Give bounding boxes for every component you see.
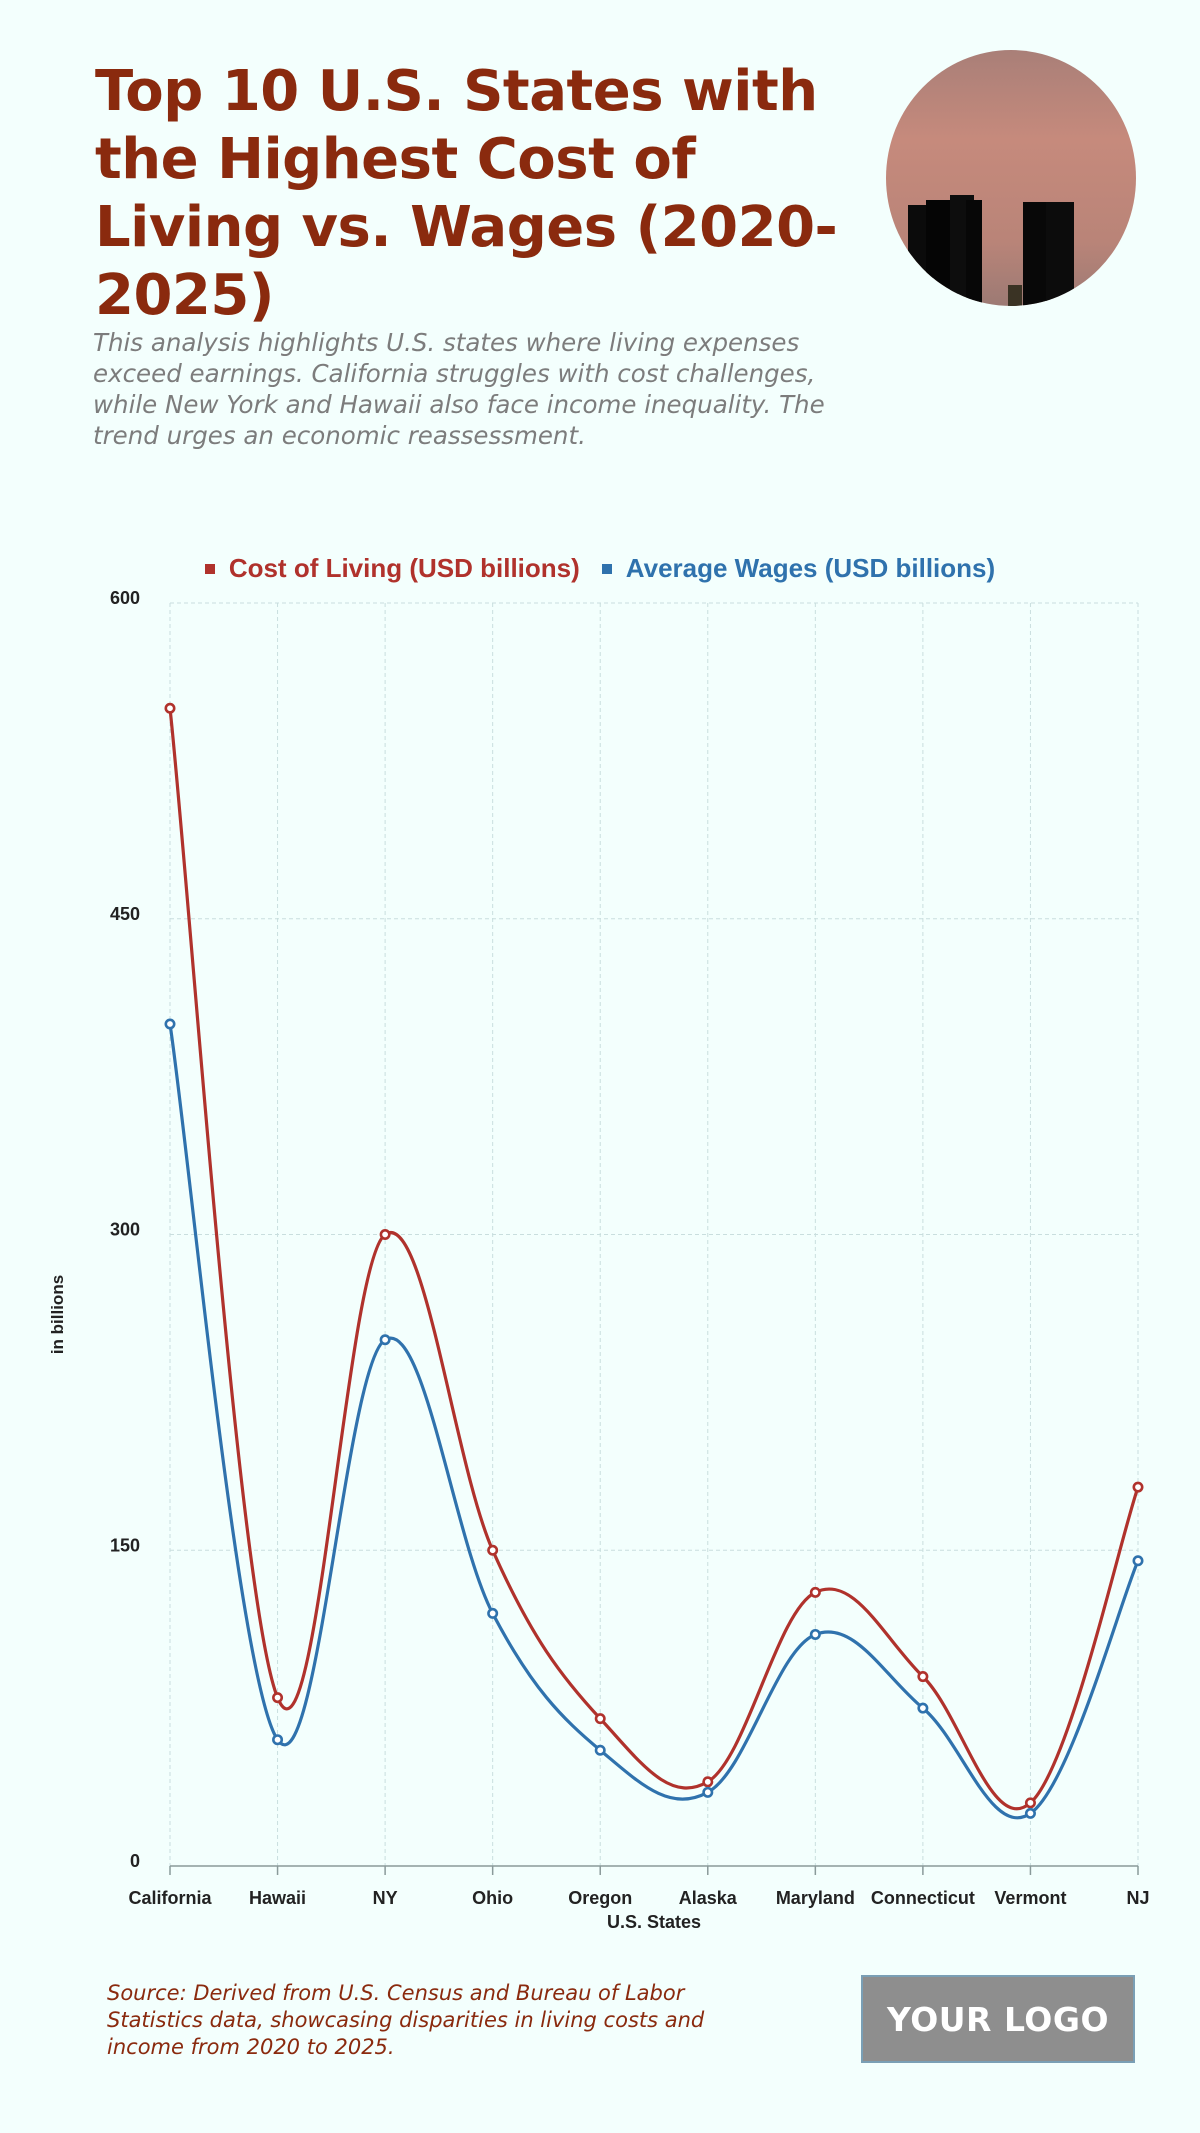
x-axis-title: U.S. States bbox=[607, 1912, 701, 1932]
x-tick-label: Connecticut bbox=[871, 1888, 975, 1908]
y-tick-label: 150 bbox=[110, 1535, 140, 1555]
data-point-cost bbox=[702, 1776, 714, 1788]
legend-swatch-wages bbox=[601, 563, 612, 574]
data-point-wages bbox=[164, 1018, 176, 1030]
data-point-cost bbox=[917, 1671, 929, 1683]
chart-legend: Cost of Living (USD billions) Average Wa… bbox=[0, 553, 1200, 584]
legend-swatch-cost bbox=[204, 563, 215, 574]
x-tick-label: Alaska bbox=[679, 1888, 738, 1908]
data-point-wages bbox=[809, 1628, 821, 1640]
data-point-wages bbox=[272, 1734, 284, 1746]
x-tick-label: Oregon bbox=[568, 1888, 632, 1908]
series-line-cost bbox=[168, 708, 1140, 1811]
line-chart: 0 150 300 450 600 California Hawaii NY Ohio Orego… bbox=[48, 588, 1150, 1932]
x-tick-label: NJ bbox=[1126, 1888, 1149, 1908]
skyline-illustration bbox=[886, 50, 1136, 306]
data-point-cost bbox=[1132, 1481, 1144, 1493]
chart-subtitle: This analysis highlights U.S. states whe… bbox=[93, 328, 825, 450]
data-point-cost bbox=[487, 1544, 499, 1556]
data-point-cost bbox=[164, 702, 176, 714]
y-tick-label: 300 bbox=[110, 1220, 140, 1240]
data-point-cost bbox=[594, 1713, 606, 1725]
x-tick-label: Maryland bbox=[776, 1888, 855, 1908]
x-tick-label: NY bbox=[373, 1888, 398, 1908]
x-tick-label: California bbox=[128, 1888, 212, 1908]
data-point-cost bbox=[379, 1229, 391, 1241]
data-point-wages bbox=[379, 1334, 391, 1346]
data-point-wages bbox=[1024, 1807, 1036, 1819]
data-point-wages bbox=[917, 1702, 929, 1714]
data-point-cost bbox=[1024, 1797, 1036, 1809]
legend-item-wages[interactable]: Average Wages (USD billions) bbox=[601, 553, 996, 584]
city-skyline-image bbox=[886, 50, 1136, 306]
legend-label-wages: Average Wages (USD billions) bbox=[625, 553, 996, 583]
y-tick-label: 0 bbox=[130, 1851, 140, 1871]
legend-item-cost[interactable]: Cost of Living (USD billions) bbox=[204, 553, 580, 584]
y-axis-title: in billions bbox=[48, 1275, 67, 1354]
x-tick-label: Hawaii bbox=[249, 1888, 306, 1908]
data-point-wages bbox=[594, 1744, 606, 1756]
chart-title: Top 10 U.S. States with the Highest Cost… bbox=[95, 59, 838, 328]
data-point-wages bbox=[702, 1786, 714, 1798]
y-tick-label: 600 bbox=[110, 588, 140, 608]
source-note: Source: Derived from U.S. Census and Bur… bbox=[107, 1981, 705, 2059]
data-point-wages bbox=[1132, 1555, 1144, 1567]
data-point-cost bbox=[272, 1692, 284, 1704]
series-line-wages bbox=[168, 1023, 1140, 1820]
y-tick-label: 450 bbox=[110, 904, 140, 924]
legend-label-cost: Cost of Living (USD billions) bbox=[228, 553, 580, 583]
data-point-cost bbox=[809, 1586, 821, 1598]
x-tick-label: Ohio bbox=[472, 1888, 513, 1908]
data-point-wages bbox=[487, 1607, 499, 1619]
logo-placeholder[interactable]: YOUR LOGO bbox=[861, 1975, 1135, 2063]
x-tick-label: Vermont bbox=[994, 1888, 1066, 1908]
